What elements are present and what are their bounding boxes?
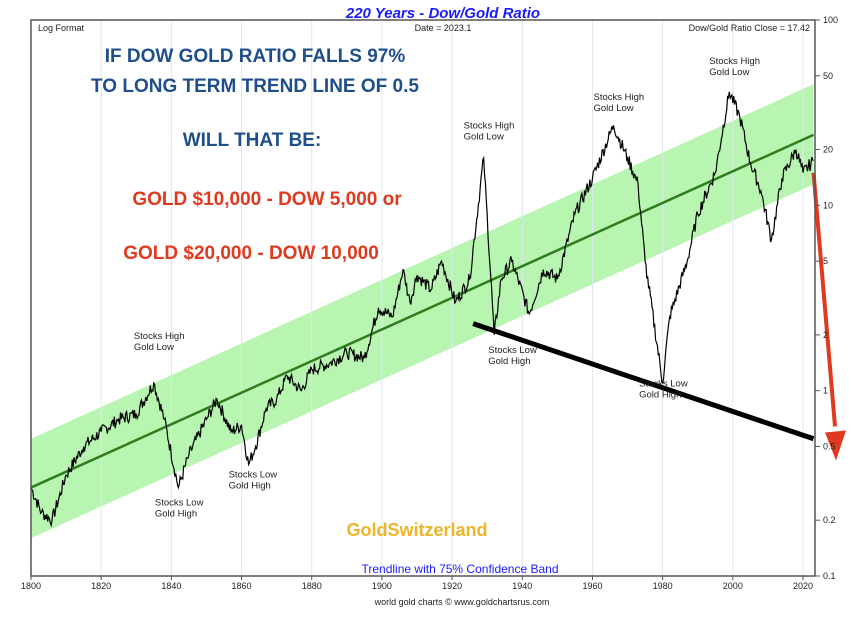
annotation-line: Stocks High [134,331,185,342]
annotation-label: Stocks High Gold Low [594,92,645,114]
y-tick-label: 0.2 [823,515,836,525]
red-arrow-shaft [811,172,837,427]
y-tick-label: 20 [823,145,833,155]
annotation-label: Stocks High Gold Low [464,120,515,142]
scenario-1: GOLD $10,000 - DOW 5,000 or [132,189,402,210]
headline-line-2: TO LONG TERM TREND LINE OF 0.5 [91,76,419,97]
x-tick-label: 1960 [582,581,602,591]
annotation-line: Gold Low [134,342,174,353]
x-tick-label: 1920 [442,581,462,591]
x-tick-label: 1840 [161,581,181,591]
annotation-line: Stocks Low [488,345,537,356]
x-tick-label: 1900 [372,581,392,591]
annotation-label: Stocks Low Gold High [488,345,537,367]
annotation-line: Stocks High [594,92,645,103]
y-tick-label: 10 [823,200,833,210]
annotation-line: Gold Low [709,67,749,78]
x-tick-label: 1800 [21,581,41,591]
axis-layer: 1800 1820 1840 1860 1880 1900 1920 1940 1960 1980… [21,15,838,591]
x-tick-label: 2020 [793,581,813,591]
annotation-line: Stocks High [709,56,760,67]
annotation-line: Stocks Low [155,498,204,509]
chart-title: 220 Years - Dow/Gold Ratio [345,5,540,22]
headline-line-3: WILL THAT BE: [183,130,322,151]
red-arrow-head [825,430,846,461]
annotation-line: Gold Low [594,103,634,114]
x-tick-label: 1940 [512,581,532,591]
band-label: Trendline with 75% Confidence Band [361,562,558,576]
support-trendline [472,321,815,442]
annotation-label: Stocks Low Gold High [639,379,688,401]
x-tick-label: 1980 [653,581,673,591]
annotation-label: Stocks Low Gold High [155,498,204,520]
annotation-line: Stocks Low [639,379,688,390]
x-tick-label: 1820 [91,581,111,591]
header-left: Log Format [38,23,85,33]
annotation-label: Stocks High Gold Low [134,331,185,353]
dow-gold-ratio-series [30,91,814,528]
annotation-label: Stocks Low Gold High [229,469,278,491]
annotation-line: Stocks High [464,120,515,131]
y-tick-label: 0.1 [823,571,836,581]
scenario-2: GOLD $20,000 - DOW 10,000 [123,243,379,264]
x-tick-label: 1880 [302,581,322,591]
footer-credit: world gold charts © www.goldchartsrus.co… [374,597,550,607]
annotation-line: Stocks Low [229,469,278,480]
headline-line-1: IF DOW GOLD RATIO FALLS 97% [105,46,406,67]
plot-frame [30,19,816,577]
y-tick-label: 2 [823,330,828,340]
y-tick-label: 100 [823,15,838,25]
grid-layer [30,20,804,576]
header-center: Date = 2023.1 [415,23,472,33]
y-tick-label: 0.5 [823,441,836,451]
annotation-label: Stocks High Gold Low [709,56,760,78]
watermark-goldswitzerland: GoldSwitzerland [346,520,487,540]
annotation-line: Gold High [155,509,197,520]
y-tick-label: 1 [823,386,828,396]
header-right: Dow/Gold Ratio Close = 17.42 [689,23,810,33]
lines-layer [30,91,846,528]
annotation-line: Gold Low [464,131,504,142]
x-tick-label: 1860 [232,581,252,591]
annotation-line: Gold High [229,480,271,491]
annotation-line: Gold High [488,356,530,367]
y-tick-label: 50 [823,71,833,81]
annotation-line: Gold High [639,390,681,401]
x-tick-label: 2000 [723,581,743,591]
y-tick-label: 5 [823,256,828,266]
trendline [30,133,815,489]
